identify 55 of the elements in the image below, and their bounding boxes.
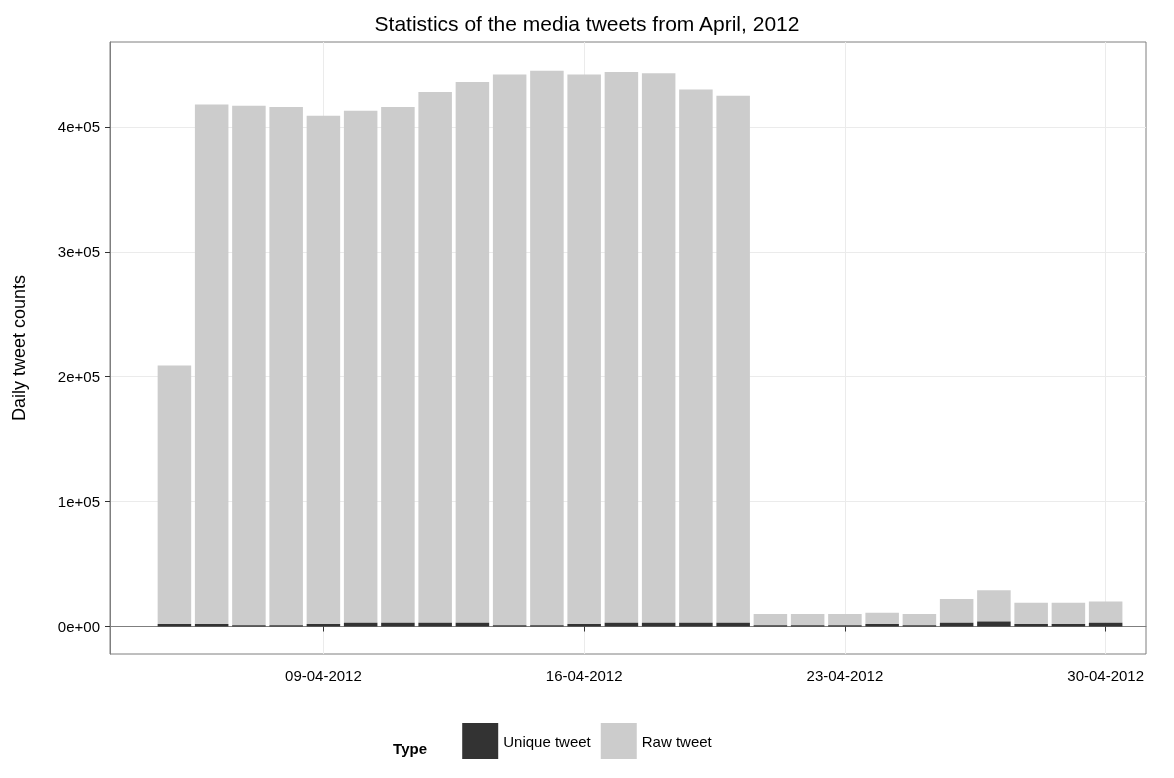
bar: [418, 622, 452, 627]
bar: [157, 624, 192, 627]
bar: [641, 73, 676, 623]
y-tick-label: 4e+05: [57, 118, 100, 136]
legend-label: Unique tweet: [503, 732, 592, 750]
chart-title: Statistics of the media tweets from April, 2012: [374, 12, 800, 35]
x-tick-label: 23-04-2012: [806, 667, 884, 684]
y-axis-title: Daily tweet counts: [9, 274, 29, 422]
bar: [716, 95, 750, 623]
bar: [604, 71, 639, 623]
legend-title: Type: [393, 740, 428, 757]
x-tick-label: 16-04-2012: [545, 667, 623, 684]
bar: [530, 70, 564, 626]
bar: [939, 599, 974, 623]
bar: [679, 622, 713, 627]
bar: [306, 115, 341, 625]
bar: [194, 624, 229, 627]
bar: [455, 622, 490, 627]
bar: [492, 74, 527, 626]
bar: [1088, 601, 1123, 623]
bar: [157, 365, 192, 625]
bar: [828, 614, 862, 626]
legend-label: Raw tweet: [641, 732, 713, 750]
y-tick-label: 1e+05: [57, 493, 100, 511]
bar: [790, 614, 825, 626]
bar: [381, 622, 415, 627]
bar: [455, 81, 490, 623]
bar: [1051, 624, 1086, 627]
bar: [977, 590, 1011, 622]
bar: [902, 614, 937, 626]
x-tick-label: 30-04-2012: [1067, 667, 1145, 684]
bar: [194, 104, 229, 625]
x-tick-label: 09-04-2012: [285, 667, 362, 684]
y-tick-label: 0e+00: [57, 618, 100, 636]
bar: [343, 622, 378, 627]
bar: [716, 622, 750, 627]
bar: [753, 614, 788, 626]
bar: [1051, 602, 1086, 625]
y-tick-label: 2e+05: [57, 368, 100, 386]
bar: [567, 74, 601, 625]
bar: [679, 89, 713, 623]
bar: [1014, 624, 1048, 627]
y-tick-label: 3e+05: [57, 243, 100, 261]
bar: [604, 622, 639, 627]
bar: [418, 91, 452, 623]
bar: [381, 106, 415, 623]
bar: [343, 110, 378, 623]
bar: [865, 624, 899, 627]
bar: [232, 105, 266, 626]
bar: [865, 612, 899, 625]
bar: [641, 622, 676, 627]
bar: [1014, 602, 1048, 625]
bar: [269, 106, 303, 626]
bar: [939, 622, 974, 627]
bar: [977, 621, 1011, 627]
